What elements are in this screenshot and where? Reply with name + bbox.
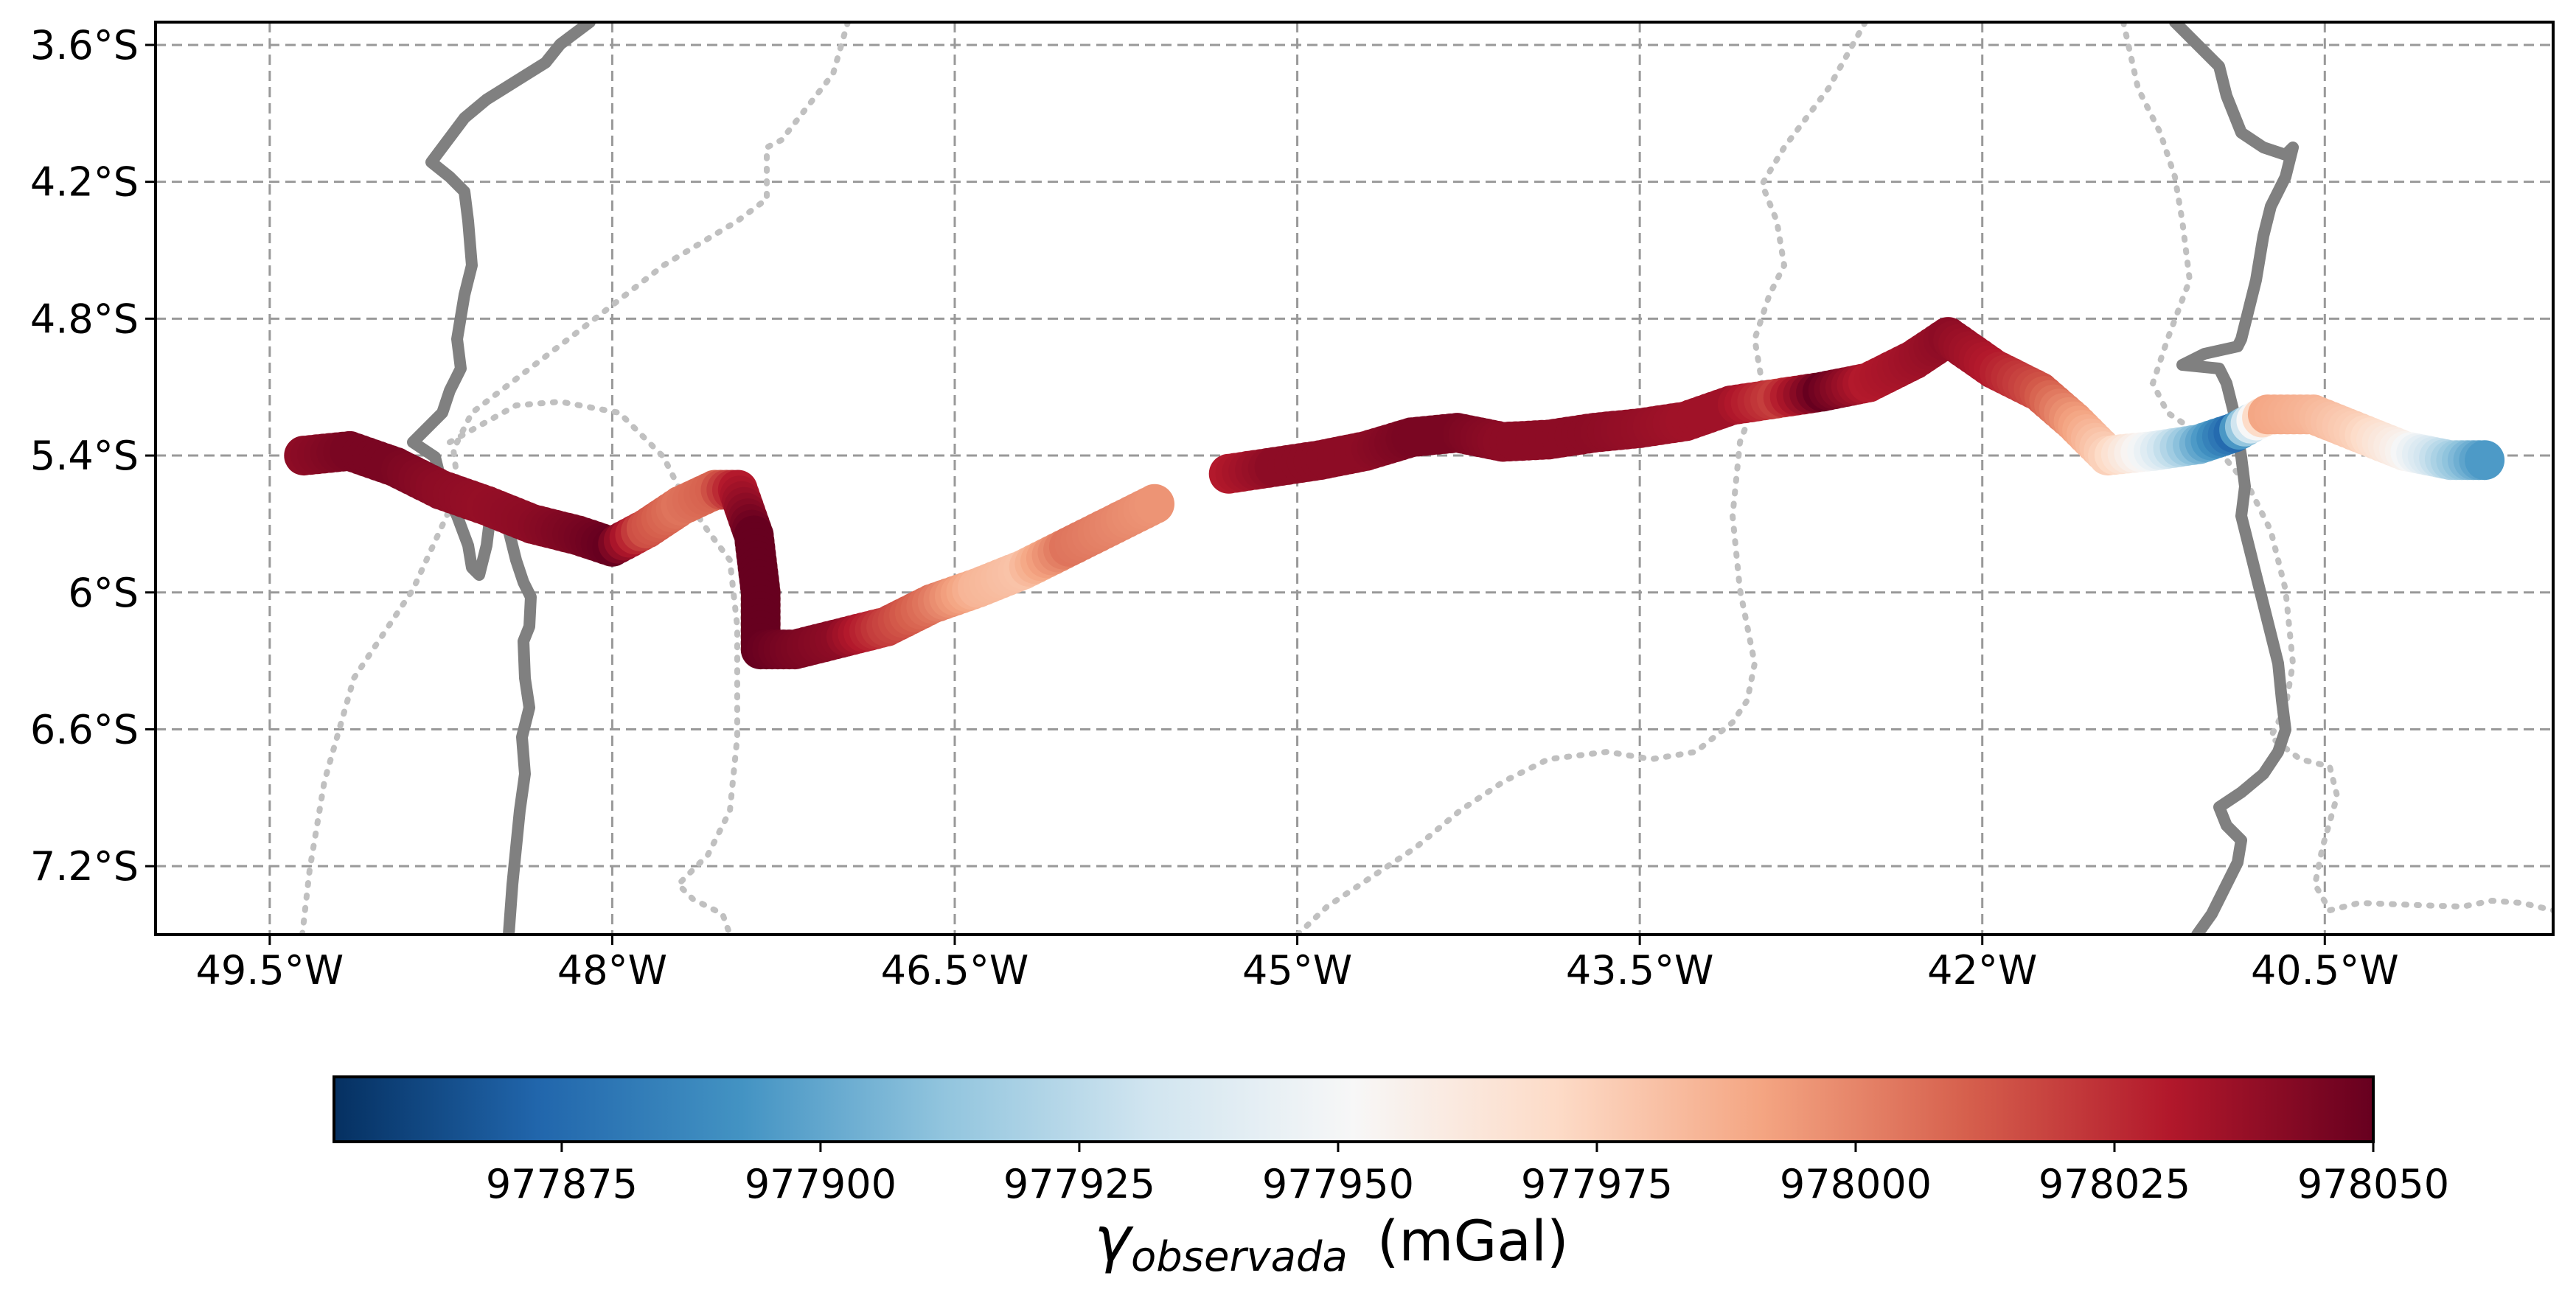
colorbar-label: γobservada (mGal) [1094,1203,1568,1281]
x-tick-label: 40.5°W [2251,947,2399,994]
colorbar-label-subscript: observada [1131,1233,1348,1281]
y-tick-label: 4.2°S [30,159,139,206]
y-tick-label: 6.6°S [30,706,139,753]
colorbar-label-symbol: γ [1094,1203,1134,1275]
colorbar-tick-label: 977975 [1521,1161,1673,1207]
x-tick-label: 46.5°W [881,947,1029,994]
survey-track [284,317,2505,670]
x-tick-label: 45°W [1242,947,1352,994]
state-boundaries [299,22,2553,935]
track-point [1135,484,1174,524]
colorbar-ticks: 977875 977900 977925 977950 977975 978000 9780… [486,1142,2449,1207]
x-tick-label: 42°W [1927,947,2037,994]
boundary-line-east [2169,22,2299,935]
x-axis: 49.5°W 48°W 46.5°W 45°W 43.5°W 42°W 40.5°W [196,935,2399,994]
colorbar-tick-label: 978000 [1780,1161,1932,1207]
state-boundary-line [447,398,740,935]
map-panel: 49.5°W 48°W 46.5°W 45°W 43.5°W 42°W 40.5°W 3.6… [30,21,2555,994]
y-tick-label: 6°S [68,570,139,616]
x-tick-label: 43.5°W [1566,947,1714,994]
x-tick-label: 48°W [557,947,667,994]
track-point [2465,440,2505,481]
y-tick-label: 5.4°S [30,433,139,479]
colorbar-bar [333,1075,2375,1143]
map-frame [154,21,2555,936]
y-tick-label: 7.2°S [30,843,139,890]
colorbar-tick-label: 978025 [2039,1161,2190,1207]
y-tick-label: 3.6°S [30,22,139,69]
colorbar: 977875 977900 977925 977950 977975 978000 9780… [333,1075,2449,1281]
colorbar-tick-label: 977875 [486,1161,638,1207]
colorbar-tick-label: 977900 [745,1161,897,1207]
colorbar-tick-label: 978050 [2297,1161,2449,1207]
state-boundary-line [1295,22,1868,935]
y-axis: 3.6°S 4.2°S 4.8°S 5.4°S 6°S 6.6°S 7.2°S [30,22,156,890]
y-tick-label: 4.8°S [30,296,139,342]
state-boundary-line [299,22,851,935]
colorbar-label-units: (mGal) [1377,1208,1569,1274]
colorbar-tick-label: 977950 [1262,1161,1414,1207]
x-tick-label: 49.5°W [196,947,344,994]
state-boundary-line [2120,22,2553,914]
colorbar-tick-label: 977925 [1003,1161,1155,1207]
graticule-grid [156,22,2553,935]
